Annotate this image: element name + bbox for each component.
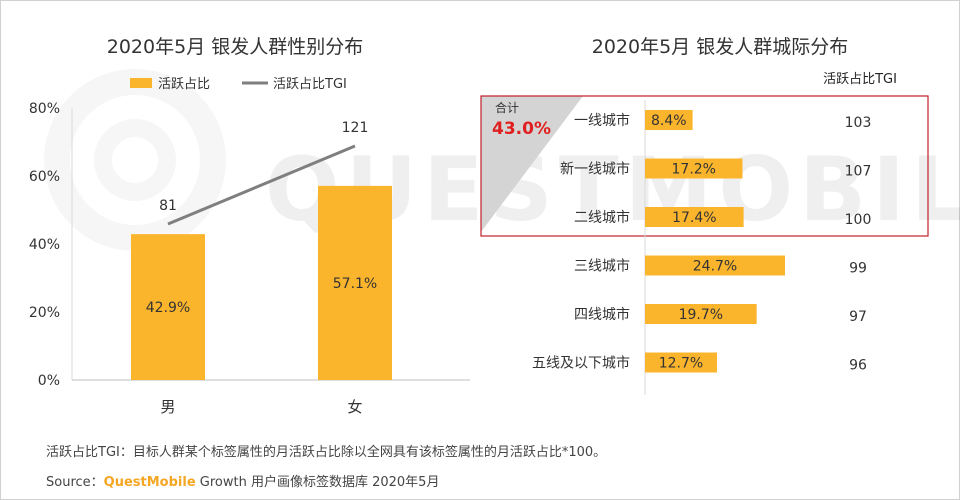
y-tick-label: 40% bbox=[29, 237, 60, 253]
bar bbox=[318, 185, 392, 380]
bar-data-label: 24.7% bbox=[693, 259, 737, 275]
y-category-label: 新一线城市 bbox=[560, 161, 630, 178]
y-tick-label: 0% bbox=[38, 373, 60, 389]
bar bbox=[645, 304, 757, 324]
bar-data-label: 17.2% bbox=[672, 162, 716, 178]
tgi-value: 107 bbox=[845, 164, 872, 180]
legend-label-bar: 活跃占比 bbox=[158, 77, 210, 92]
bar bbox=[645, 158, 743, 179]
left-chart-title: 2020年5月 银发人群性别分布 bbox=[106, 36, 364, 58]
bar-data-label: 57.1% bbox=[333, 276, 377, 292]
y-category-label: 三线城市 bbox=[574, 258, 630, 275]
legend-label-line: 活跃占比TGI bbox=[273, 77, 347, 92]
right-chart-title: 2020年5月 银发人群城际分布 bbox=[591, 36, 849, 58]
tgi-header: 活跃占比TGI bbox=[823, 72, 897, 87]
bar-data-label: 12.7% bbox=[659, 356, 703, 372]
highlight-label: 合计 bbox=[495, 100, 519, 115]
tgi-value: 100 bbox=[845, 212, 872, 228]
bar-data-label: 42.9% bbox=[146, 300, 190, 316]
highlight-triangle bbox=[481, 96, 583, 232]
legend-swatch-bar bbox=[130, 78, 152, 88]
footnote: 活跃占比TGI：目标人群某个标签属性的月活跃占比除以全网具有该标签属性的月活跃占… bbox=[46, 445, 607, 460]
tgi-value: 103 bbox=[845, 115, 872, 131]
tgi-data-label: 81 bbox=[159, 198, 177, 214]
bar bbox=[645, 352, 717, 373]
source-prefix: Source： bbox=[46, 475, 104, 490]
y-tick-label: 80% bbox=[29, 101, 60, 117]
bar bbox=[645, 255, 785, 276]
tgi-value: 97 bbox=[849, 309, 867, 325]
tgi-value: 96 bbox=[849, 358, 867, 374]
tgi-data-label: 121 bbox=[342, 120, 369, 136]
right-chart: 合计 43.0% 一线城市 8.4% 103 新一线城市 17.2% 107 二线城市 17.… bbox=[480, 95, 929, 395]
bar bbox=[131, 234, 205, 380]
x-category-label: 女 bbox=[347, 398, 362, 416]
y-category-label: 五线及以下城市 bbox=[532, 355, 630, 372]
source-line: Source：QuestMobile Growth 用户画像标签数据库 2020… bbox=[46, 471, 439, 490]
tgi-line bbox=[167, 144, 356, 226]
bar-data-label: 19.7% bbox=[679, 307, 723, 323]
left-chart: 活跃占比 活跃占比TGI 0% 20% 40% 60% 80% 42.9% 57.1% 8… bbox=[29, 77, 470, 416]
x-category-label: 男 bbox=[160, 398, 175, 416]
highlight-box bbox=[480, 95, 929, 237]
source-brand: QuestMobile bbox=[103, 475, 196, 490]
bar bbox=[645, 110, 693, 130]
bar-data-label: 8.4% bbox=[651, 113, 687, 129]
y-tick-label: 60% bbox=[29, 169, 60, 185]
tgi-value: 99 bbox=[849, 261, 867, 277]
y-tick-label: 20% bbox=[29, 305, 60, 321]
bar-data-label: 17.4% bbox=[672, 210, 716, 226]
y-category-label: 二线城市 bbox=[574, 209, 630, 226]
source-rest: Growth 用户画像标签数据库 2020年5月 bbox=[195, 475, 440, 490]
y-category-label: 四线城市 bbox=[574, 306, 630, 323]
bar bbox=[645, 207, 744, 227]
highlight-value: 43.0% bbox=[492, 119, 551, 139]
y-category-label: 一线城市 bbox=[574, 112, 630, 129]
